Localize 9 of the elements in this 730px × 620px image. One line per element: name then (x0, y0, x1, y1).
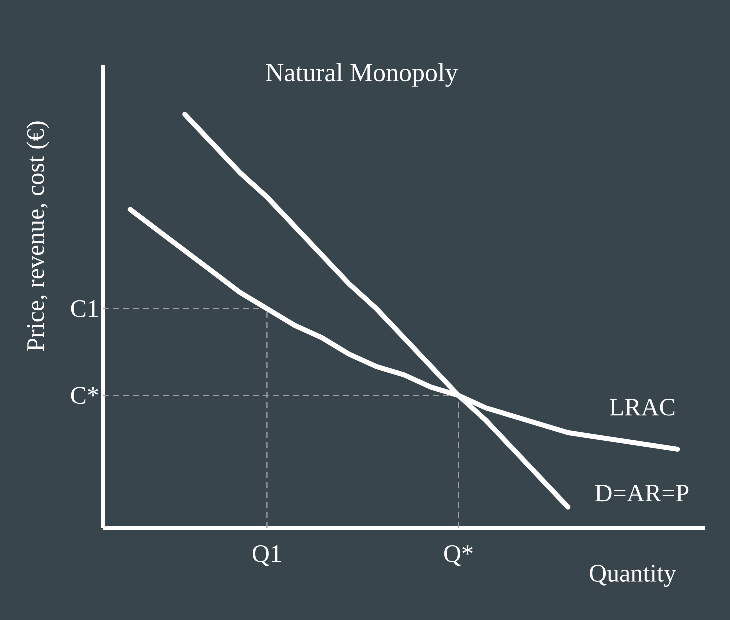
ref-line-label: C* (71, 387, 98, 404)
series-label: LRAC (610, 399, 675, 416)
chart-title: Natural Monopoly (266, 63, 458, 87)
series-label: D=AR=P (595, 485, 689, 502)
x-tick-label: Q1 (252, 546, 281, 566)
x-tick-label: Q* (444, 546, 473, 566)
y-axis-title: Price, revenue, cost (€) (26, 122, 50, 352)
x-axis-title: Quantity (590, 565, 676, 588)
ref-line-label: C1 (71, 300, 98, 318)
